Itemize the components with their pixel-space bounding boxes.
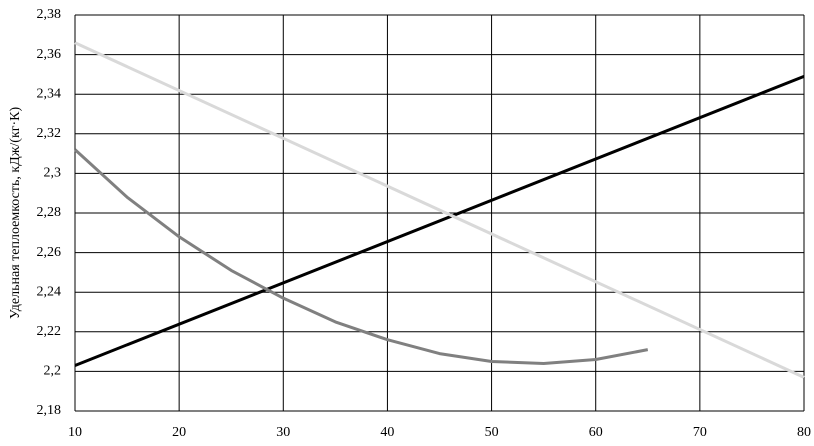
- line-series: [73, 148, 649, 365]
- x-tick-label: 10: [68, 425, 82, 440]
- y-tick-label: 2,3: [44, 166, 62, 181]
- y-tick-label: 2,34: [37, 86, 62, 101]
- line-series: [74, 74, 805, 367]
- y-axis-label: Удельная теплоемкость, кДж/(кг·К): [8, 107, 23, 320]
- y-tick-label: 2,32: [37, 126, 62, 141]
- y-tick-label: 2,2: [44, 364, 62, 379]
- x-tick-label: 20: [172, 425, 186, 440]
- x-tick-label: 70: [693, 425, 707, 440]
- y-tick-label: 2,38: [37, 7, 62, 22]
- x-tick-label: 30: [276, 425, 290, 440]
- x-tick-label: 60: [589, 425, 603, 440]
- x-tick-label: 40: [380, 425, 394, 440]
- x-tick-label: 50: [485, 425, 499, 440]
- x-tick-label: 80: [797, 425, 811, 440]
- y-tick-label: 2,22: [37, 324, 62, 339]
- y-tick-label: 2,36: [37, 47, 62, 62]
- y-tick-label: 2,28: [37, 205, 62, 220]
- y-tick-label: 2,24: [37, 284, 62, 299]
- y-tick-label: 2,26: [37, 245, 62, 260]
- line-series: [74, 41, 805, 379]
- y-tick-label: 2,18: [37, 403, 62, 418]
